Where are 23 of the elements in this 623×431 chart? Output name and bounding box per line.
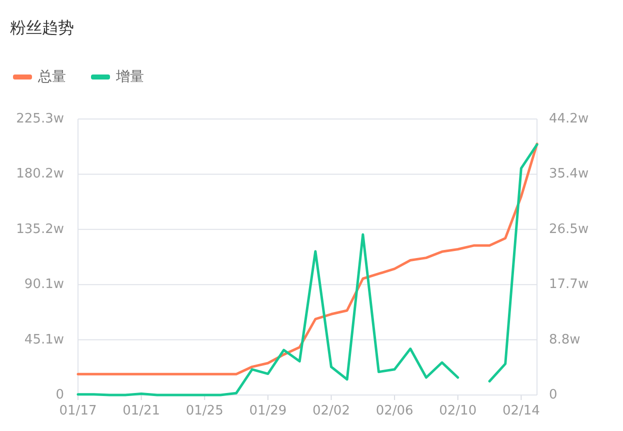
y2-tick-label: 35.4w (549, 166, 589, 182)
x-tick-label: 02/02 (312, 404, 350, 418)
chart-title: 粉丝趋势 (10, 18, 74, 37)
legend-label: 增量 (115, 69, 144, 85)
x-tick-label: 01/25 (186, 404, 224, 418)
x-tick-label: 01/21 (122, 404, 160, 418)
legend-label: 总量 (37, 69, 66, 85)
y-tick-label: 45.1w (24, 332, 64, 348)
x-tick-label: 02/10 (439, 404, 477, 418)
y-tick-label: 180.2w (16, 166, 64, 182)
y-tick-label: 225.3w (16, 112, 64, 126)
y2-tick-label: 26.5w (549, 222, 589, 238)
x-tick-label: 02/14 (502, 404, 540, 418)
y2-tick-label: 0 (549, 388, 558, 402)
y-tick-label: 0 (56, 388, 64, 402)
y2-tick-label: 17.7w (549, 276, 589, 292)
y2-tick-label: 8.8w (549, 332, 581, 348)
y-tick-label: 135.2w (16, 222, 64, 237)
x-tick-label: 02/06 (376, 404, 414, 418)
x-tick-label: 01/29 (249, 404, 287, 418)
y2-tick-label: 44.2w (549, 112, 589, 126)
x-tick-label: 01/17 (59, 404, 97, 418)
y-tick-label: 90.1w (24, 277, 64, 292)
